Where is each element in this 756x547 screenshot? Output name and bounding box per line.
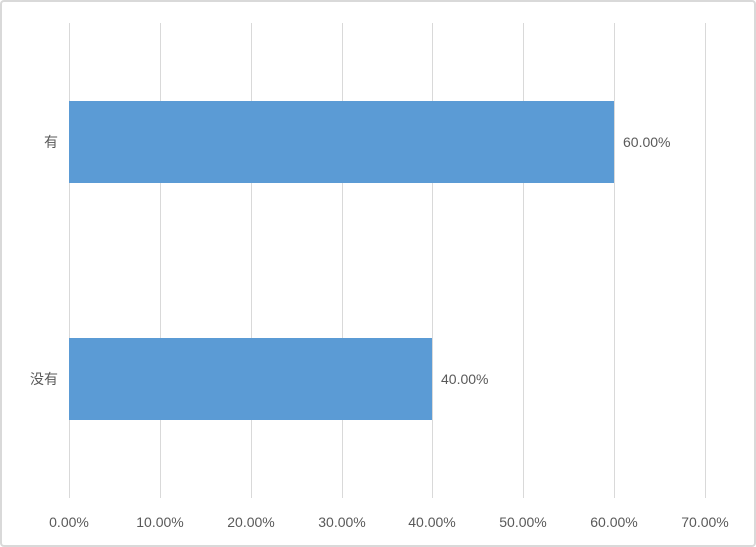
gridline-0.00% <box>69 23 70 498</box>
data-label-有: 60.00% <box>623 133 671 150</box>
bar-没有 <box>69 338 432 421</box>
x-tick-label-60.00%: 60.00% <box>590 514 638 530</box>
x-tick-label-30.00%: 30.00% <box>318 514 366 530</box>
category-label-有: 有 <box>44 134 58 150</box>
x-tick-label-0.00%: 0.00% <box>49 514 89 530</box>
plot-area <box>69 23 705 498</box>
category-label-没有: 没有 <box>30 371 58 387</box>
gridline-40.00% <box>432 23 433 498</box>
gridline-70.00% <box>705 23 706 498</box>
gridline-30.00% <box>342 23 343 498</box>
gridline-50.00% <box>523 23 524 498</box>
x-tick-label-70.00%: 70.00% <box>681 514 729 530</box>
x-tick-label-50.00%: 50.00% <box>499 514 547 530</box>
x-tick-label-40.00%: 40.00% <box>408 514 456 530</box>
gridline-60.00% <box>614 23 615 498</box>
gridline-20.00% <box>251 23 252 498</box>
gridline-10.00% <box>160 23 161 498</box>
data-label-没有: 40.00% <box>441 371 489 388</box>
x-tick-label-10.00%: 10.00% <box>136 514 184 530</box>
bar-有 <box>69 100 614 183</box>
x-tick-label-20.00%: 20.00% <box>227 514 275 530</box>
